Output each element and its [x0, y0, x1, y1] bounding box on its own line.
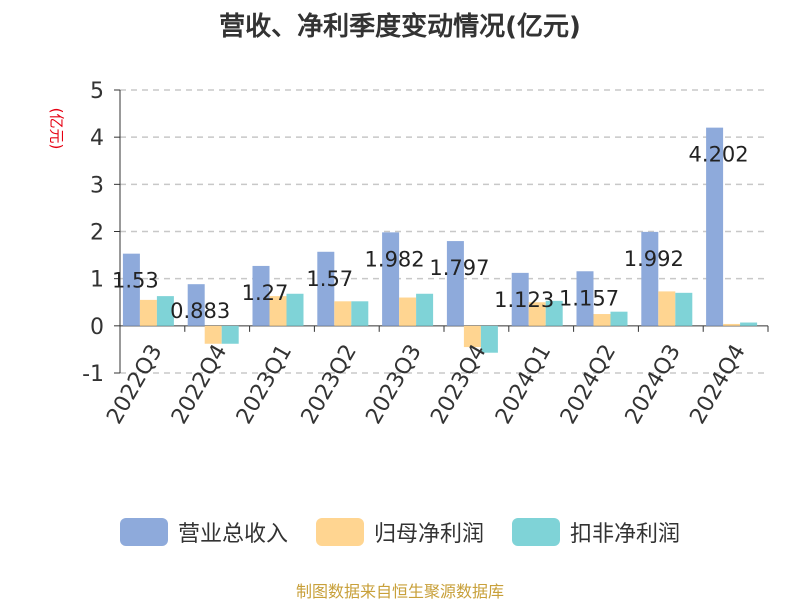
y-tick-label: -1	[82, 362, 104, 387]
data-label: 1.982	[365, 247, 425, 271]
x-tick-label: 2023Q3	[361, 340, 426, 428]
data-label: 1.57	[306, 267, 353, 291]
bar-revenue	[252, 265, 270, 326]
bar-deducted-profit	[351, 301, 369, 326]
x-tick-label: 2024Q1	[491, 340, 556, 428]
bar-net-profit	[658, 291, 676, 326]
legend-swatch-deducted-profit	[512, 518, 560, 546]
bar-deducted-profit	[156, 296, 174, 326]
bar-revenue	[382, 232, 400, 326]
data-label: 1.992	[624, 247, 684, 271]
legend-item-net-profit[interactable]: 归母净利润	[315, 516, 484, 548]
legend-swatch-revenue	[119, 518, 168, 546]
y-tick-label: 0	[90, 315, 104, 340]
data-label: 1.123	[494, 288, 554, 312]
x-tick-label: 2024Q2	[556, 340, 621, 428]
data-source-note: 制图数据来自恒生聚源数据库	[295, 582, 504, 601]
data-label: 1.27	[242, 281, 289, 305]
bar-revenue	[641, 231, 659, 326]
bar-deducted-profit	[545, 300, 563, 326]
bar-net-profit	[593, 314, 611, 326]
bar-net-profit	[334, 301, 352, 326]
bar-net-profit	[139, 299, 157, 326]
legend-swatch-net-profit	[315, 518, 364, 546]
y-tick-label: 4	[90, 126, 104, 151]
x-tick-label: 2023Q4	[426, 340, 491, 428]
legend-label-deducted-profit: 扣非净利润	[570, 522, 681, 547]
bar-net-profit	[723, 323, 741, 326]
data-label: 1.157	[559, 286, 619, 310]
legend-item-deducted-profit[interactable]: 扣非净利润	[512, 516, 680, 548]
data-label: 4.202	[689, 143, 749, 167]
bar-deducted-profit	[480, 325, 498, 353]
chart-title: 营收、净利季度变动情况(亿元)	[219, 12, 581, 42]
bar-revenue	[576, 271, 594, 326]
bar-deducted-profit	[221, 325, 239, 344]
x-tick-label: 2022Q4	[167, 340, 232, 428]
bar-net-profit	[528, 302, 546, 326]
chart-legend: 营业总收入 归母净利润 扣非净利润	[0, 516, 800, 548]
bar-deducted-profit	[416, 293, 434, 326]
y-tick-label: 3	[90, 173, 104, 198]
data-label: 1.53	[112, 269, 159, 293]
bar-revenue	[706, 127, 724, 326]
bar-deducted-profit	[675, 292, 693, 326]
x-tick-label: 2024Q4	[685, 340, 750, 428]
y-tick-label: 2	[90, 221, 104, 246]
bar-revenue	[122, 253, 140, 326]
data-label: 0.883	[170, 299, 230, 323]
y-tick-label: 1	[90, 268, 104, 293]
legend-item-revenue[interactable]: 营业总收入	[119, 516, 288, 548]
x-tick-label: 2023Q2	[297, 340, 362, 428]
legend-label-net-profit: 归母净利润	[373, 522, 484, 547]
legend-label-revenue: 营业总收入	[177, 522, 288, 547]
bar-net-profit	[463, 325, 481, 348]
x-tick-label: 2022Q3	[102, 340, 167, 428]
y-tick-label: 5	[90, 79, 104, 104]
bar-revenue	[511, 272, 529, 326]
x-tick-label: 2023Q1	[232, 340, 297, 428]
bar-revenue	[317, 251, 335, 326]
bar-deducted-profit	[740, 322, 758, 326]
data-label: 1.797	[429, 256, 489, 280]
bar-net-profit	[204, 325, 222, 344]
bar-net-profit	[399, 297, 417, 326]
bar-revenue	[446, 241, 464, 326]
bar-revenue	[187, 284, 205, 326]
bar-deducted-profit	[610, 311, 628, 326]
bar-net-profit	[269, 296, 287, 326]
bar-deducted-profit	[286, 293, 304, 326]
x-tick-label: 2024Q3	[621, 340, 686, 428]
